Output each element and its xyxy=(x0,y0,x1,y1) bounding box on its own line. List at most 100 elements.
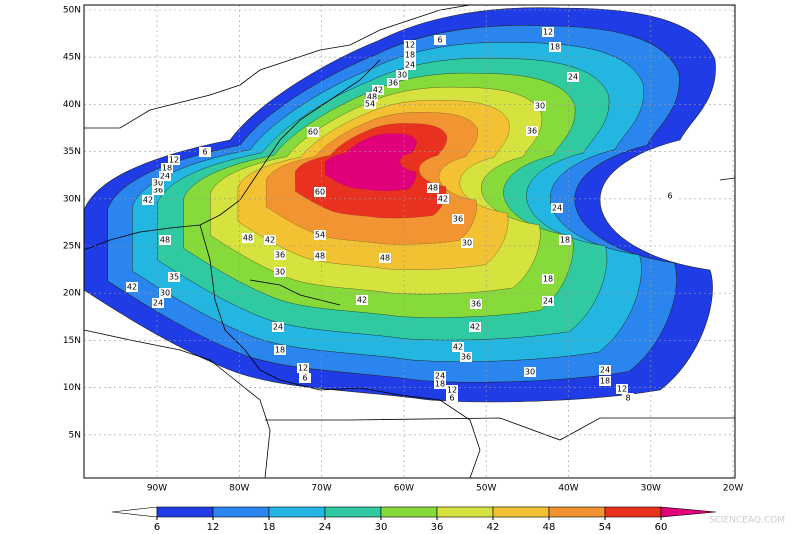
contour-label: 24 xyxy=(543,297,553,306)
contour-label: 42 xyxy=(373,86,383,95)
lon-label: 70W xyxy=(311,484,331,494)
colorbar-segment xyxy=(380,506,438,518)
contour-fields xyxy=(84,7,716,403)
contour-label-box xyxy=(404,60,416,70)
lat-label: 15N xyxy=(63,336,81,346)
contour-label-box xyxy=(542,27,554,37)
contour-label: 24 xyxy=(160,172,170,181)
contour-label-box xyxy=(427,183,439,193)
contour-label-box xyxy=(142,195,154,205)
colorbar-segment xyxy=(268,506,326,518)
contour-label-box xyxy=(159,235,171,245)
contour-label: 36 xyxy=(461,353,471,362)
contour-label-box xyxy=(168,272,180,282)
lon-label: 90W xyxy=(147,484,167,494)
contour-label-box xyxy=(404,50,416,60)
contour-label-box xyxy=(274,267,286,277)
contour-label-box xyxy=(446,385,458,395)
contour-label-box xyxy=(272,322,284,332)
contour-label-box xyxy=(199,147,211,157)
contour-label-box xyxy=(549,42,561,52)
lon-label: 40W xyxy=(558,484,578,494)
lat-label: 20N xyxy=(63,289,81,299)
contour-label: 42 xyxy=(143,196,153,205)
colorbar-tick-label: 18 xyxy=(263,522,276,530)
contour-label-box xyxy=(364,99,376,109)
contour-label-box xyxy=(534,101,546,111)
contour-label: 30 xyxy=(275,268,285,277)
contour-label-box xyxy=(567,72,579,82)
contour-label: 54 xyxy=(315,231,325,240)
contour-label-box xyxy=(297,363,309,373)
contour-label: 30 xyxy=(535,102,545,111)
contour-label: 24 xyxy=(552,204,562,213)
contour-label-box xyxy=(542,274,554,284)
contour-label-box xyxy=(460,352,472,362)
colorbar-tick-label: 60 xyxy=(655,522,668,530)
contour-label: 24 xyxy=(153,299,163,308)
contour-label: 36 xyxy=(388,79,398,88)
contour-label-box xyxy=(307,127,319,137)
lon-label: 80W xyxy=(229,484,249,494)
contour-label-box xyxy=(469,322,481,332)
colorbar-tick-label: 30 xyxy=(375,522,388,530)
contour-label: 60 xyxy=(315,188,325,197)
lon-label: 50W xyxy=(476,484,496,494)
contour-label-box xyxy=(622,393,634,403)
contour-label: 35 xyxy=(169,273,179,282)
contour-label: 12 xyxy=(298,364,308,373)
contour-label: 48 xyxy=(367,93,377,102)
watermark: SCIENCEAQ.COM xyxy=(709,516,785,526)
contour-label: 24 xyxy=(435,372,445,381)
contour-label-box xyxy=(387,78,399,88)
contour-label: 48 xyxy=(428,184,438,193)
contour-label-box xyxy=(434,379,446,389)
contour-label: 12 xyxy=(543,28,553,37)
contour-label-box xyxy=(379,253,391,263)
contour-label: 30 xyxy=(153,179,163,188)
contour-label-box xyxy=(264,235,276,245)
colorbar-segment xyxy=(324,506,382,518)
contour-label-box xyxy=(616,384,628,394)
colorbar-tick-label: 12 xyxy=(207,522,220,530)
contour-label: 42 xyxy=(438,195,448,204)
contour-label-box xyxy=(434,35,446,45)
contour-label: 18 xyxy=(543,275,553,284)
colorbar: 6 12 18 24 30 36 42 48 54 60 xyxy=(111,506,717,533)
contour-label: 48 xyxy=(160,236,170,245)
contour-label: 18 xyxy=(275,346,285,355)
contour-label: 42 xyxy=(265,236,275,245)
contour-label: 18 xyxy=(435,380,445,389)
contour-label-box xyxy=(599,365,611,375)
lon-label: 20W xyxy=(723,484,743,494)
contour-label-box xyxy=(159,288,171,298)
lat-label: 30N xyxy=(63,194,81,204)
contour-label-box xyxy=(168,155,180,165)
contour-label-box xyxy=(356,295,368,305)
colorbar-over xyxy=(660,506,717,518)
contour-label-box xyxy=(366,92,378,102)
map-frame xyxy=(83,4,736,479)
contour-label: 48 xyxy=(243,234,253,243)
contour-label: 6 xyxy=(437,36,442,45)
contour-label: 54 xyxy=(365,100,375,109)
contour-label-box xyxy=(524,367,536,377)
contour-label: 24 xyxy=(568,73,578,82)
contour-label: 36 xyxy=(527,127,537,136)
contour-label-box xyxy=(152,185,164,195)
colorbar-segment xyxy=(156,506,214,518)
contour-label: 36 xyxy=(153,186,163,195)
contour-label: 18 xyxy=(560,236,570,245)
colorbar-tick-label: 54 xyxy=(599,522,612,530)
contour-label-box xyxy=(274,250,286,260)
lat-label: 10N xyxy=(63,383,81,393)
contour-label-box xyxy=(526,126,538,136)
contour-label-box xyxy=(452,342,464,352)
contour-label-box xyxy=(314,187,326,197)
contour-label-box xyxy=(664,191,676,201)
contour-label-box xyxy=(437,194,449,204)
contour-label-box xyxy=(126,282,138,292)
contour-label-box xyxy=(159,171,171,181)
contour-label: 18 xyxy=(162,164,172,173)
